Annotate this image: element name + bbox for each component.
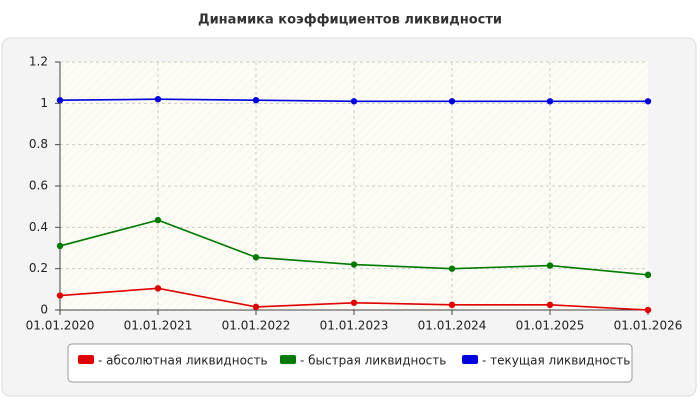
y-tick-label: 1.2: [29, 55, 48, 69]
data-point: [448, 98, 456, 105]
legend: [67, 343, 633, 383]
data-point: [546, 301, 554, 309]
data-point: [546, 98, 554, 105]
data-point: [154, 285, 162, 292]
data-point: [154, 96, 162, 103]
legend-swatch: [78, 355, 94, 364]
data-point: [350, 98, 358, 105]
data-point: [252, 303, 260, 311]
legend-label: - абсолютная ликвидность: [98, 354, 268, 368]
data-point: [644, 271, 652, 279]
x-tick-label: 01.01.2021: [124, 319, 193, 333]
x-tick-label: 01.01.2024: [418, 319, 487, 333]
x-tick-label: 01.01.2025: [516, 319, 585, 333]
y-tick-label: 0.8: [29, 137, 48, 151]
legend-swatch: [280, 355, 296, 364]
x-tick-label: 01.01.2020: [26, 319, 95, 333]
data-point: [56, 292, 64, 299]
data-point: [154, 216, 162, 224]
data-point: [644, 306, 652, 314]
x-tick-label: 01.01.2026: [614, 319, 683, 333]
data-point: [252, 97, 260, 104]
y-tick-label: 0.6: [29, 179, 48, 193]
data-point: [644, 98, 652, 105]
y-tick-label: 0: [40, 303, 48, 317]
legend-label: - быстрая ликвидность: [300, 354, 446, 368]
chart-title: Динамика коэффициентов ликвидности: [198, 13, 502, 28]
data-point: [252, 254, 260, 261]
data-point: [350, 299, 358, 306]
data-point: [350, 261, 358, 268]
legend-swatch: [462, 355, 478, 364]
y-tick-label: 0.4: [29, 220, 48, 234]
legend-label: - текущая ликвидность: [482, 354, 630, 368]
data-point: [448, 265, 456, 272]
data-point: [56, 242, 64, 250]
x-tick-label: 01.01.2022: [222, 319, 291, 333]
data-point: [56, 97, 64, 104]
data-point: [546, 262, 554, 269]
y-tick-label: 0.2: [29, 261, 48, 275]
x-tick-label: 01.01.2023: [320, 319, 389, 333]
data-point: [448, 301, 456, 309]
y-tick-label: 1: [40, 96, 48, 110]
